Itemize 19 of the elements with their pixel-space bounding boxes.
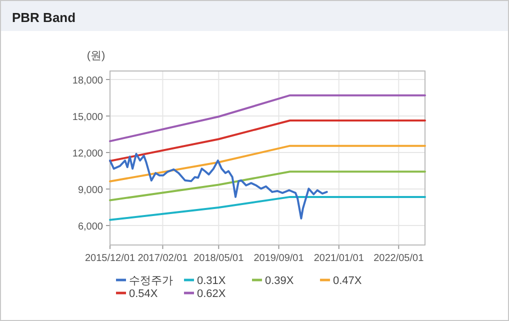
legend-label: 0.54X [129, 288, 158, 300]
x-tick-label: 2017/02/01 [138, 253, 188, 264]
y-tick-label: 12,000 [72, 148, 104, 160]
legend-label: 0.31X [197, 275, 226, 287]
y-tick-label: 9,000 [78, 185, 104, 196]
y-tick-label: 15,000 [72, 112, 104, 124]
x-tick-label: 2019/09/01 [254, 253, 304, 264]
legend-label: 0.47X [333, 275, 362, 287]
legend-label: 수정주가 [129, 275, 173, 287]
x-tick-label: 2018/05/01 [194, 253, 244, 264]
y-axis-title: (원) [86, 50, 106, 62]
title: PBR Band [12, 10, 76, 25]
x-tick-label: 2015/12/01 [84, 253, 136, 264]
legend-label: 0.39X [265, 275, 294, 287]
legend-label: 0.62X [197, 288, 226, 300]
y-tick-label: 6,000 [78, 222, 104, 233]
x-tick-label: 2021/01/01 [314, 253, 364, 264]
y-tick-label: 18,000 [72, 76, 104, 87]
x-tick-label: 2022/05/01 [374, 253, 424, 264]
